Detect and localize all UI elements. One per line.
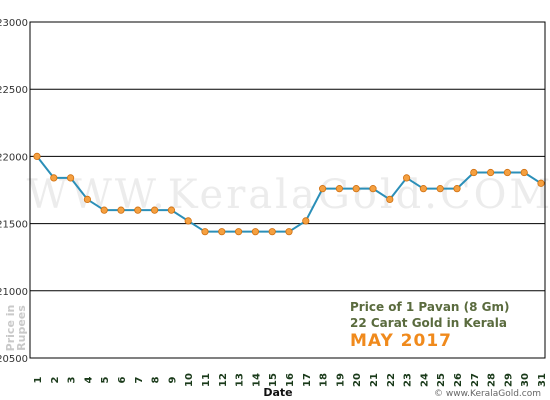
data-point xyxy=(67,174,75,182)
data-point xyxy=(486,168,495,177)
y-tick-label: 21500 xyxy=(0,220,28,231)
data-point xyxy=(167,206,175,214)
y-axis-label: Price inRupees xyxy=(4,305,28,352)
data-point xyxy=(402,174,411,182)
x-tick-label: 26 xyxy=(453,373,464,387)
x-tick-label: 2 xyxy=(50,376,61,383)
credit-text: © www.KeralaGold.com xyxy=(434,389,541,399)
data-point xyxy=(369,185,377,193)
data-point xyxy=(436,185,444,193)
x-tick-label: 31 xyxy=(537,373,548,387)
data-point xyxy=(151,206,159,214)
annotation-line-1: Price of 1 Pavan (8 Gm) xyxy=(350,300,510,314)
data-point xyxy=(251,228,259,236)
x-tick-label: 4 xyxy=(83,376,94,383)
plot-area xyxy=(29,21,546,359)
x-tick-label: 16 xyxy=(285,373,296,387)
data-point xyxy=(285,228,293,236)
x-tick-label: 21 xyxy=(369,373,380,387)
x-tick-label: 25 xyxy=(436,373,447,387)
x-tick-label: 20 xyxy=(352,373,363,387)
series xyxy=(33,152,545,236)
data-point xyxy=(218,228,226,236)
data-point xyxy=(352,185,360,193)
x-tick-label: 3 xyxy=(67,376,78,383)
data-point xyxy=(537,179,545,187)
annotation-line-2: 22 Carat Gold in Kerala xyxy=(350,316,507,330)
x-tick-label: 7 xyxy=(134,376,145,383)
x-tick-label: 19 xyxy=(335,373,346,387)
y-tick-label: 22500 xyxy=(0,85,28,96)
x-tick-label: 12 xyxy=(218,373,229,387)
x-tick-label: 18 xyxy=(319,373,330,387)
annotation-month: MAY 2017 xyxy=(350,331,452,351)
x-axis-label: Date xyxy=(263,386,292,399)
data-point xyxy=(235,228,243,236)
data-point xyxy=(503,168,511,177)
data-point xyxy=(268,228,276,236)
x-tick-label: 17 xyxy=(302,373,313,387)
y-axis: 20500 21000 21500 22000 22500 23000 xyxy=(0,18,28,365)
data-point xyxy=(318,185,327,193)
data-point xyxy=(100,206,108,214)
x-tick-label: 27 xyxy=(470,373,481,387)
x-tick-label: 10 xyxy=(184,373,195,387)
data-point xyxy=(134,206,142,214)
x-axis: 1 2 3 4 5 6 7 8 9 10 11 12 13 14 15 16 17 18 19 20 21 22 23 24 2… xyxy=(33,373,548,387)
data-point xyxy=(453,185,461,193)
data-point xyxy=(83,195,92,204)
x-tick-label: 23 xyxy=(403,373,414,387)
y-tick-label: 21000 xyxy=(0,287,28,298)
data-point xyxy=(302,217,310,225)
y-tick-label: 23000 xyxy=(0,18,28,29)
grid xyxy=(30,88,545,292)
x-tick-label: 14 xyxy=(251,373,262,387)
x-tick-label: 1 xyxy=(33,376,44,383)
data-point xyxy=(335,185,343,193)
data-point xyxy=(520,168,528,177)
data-point xyxy=(33,152,41,160)
y-tick-label: 22000 xyxy=(0,152,28,163)
x-tick-label: 22 xyxy=(386,373,397,387)
x-tick-label: 13 xyxy=(235,373,246,387)
x-tick-label: 8 xyxy=(151,376,162,383)
data-point xyxy=(184,217,192,225)
data-point xyxy=(386,195,394,204)
data-point xyxy=(419,185,427,193)
x-tick-label: 11 xyxy=(201,373,212,387)
data-point xyxy=(50,174,58,182)
x-tick-label: 6 xyxy=(117,376,128,383)
x-tick-label: 5 xyxy=(100,376,111,383)
x-tick-label: 30 xyxy=(520,373,531,387)
x-tick-label: 9 xyxy=(167,376,178,383)
x-tick-label: 15 xyxy=(268,373,279,387)
x-tick-label: 29 xyxy=(503,373,514,387)
x-tick-label: 28 xyxy=(487,373,498,387)
data-point xyxy=(201,228,209,236)
y-tick-label: 20500 xyxy=(0,354,28,365)
data-point xyxy=(470,168,478,177)
x-tick-label: 24 xyxy=(419,373,430,387)
data-point xyxy=(117,206,125,214)
